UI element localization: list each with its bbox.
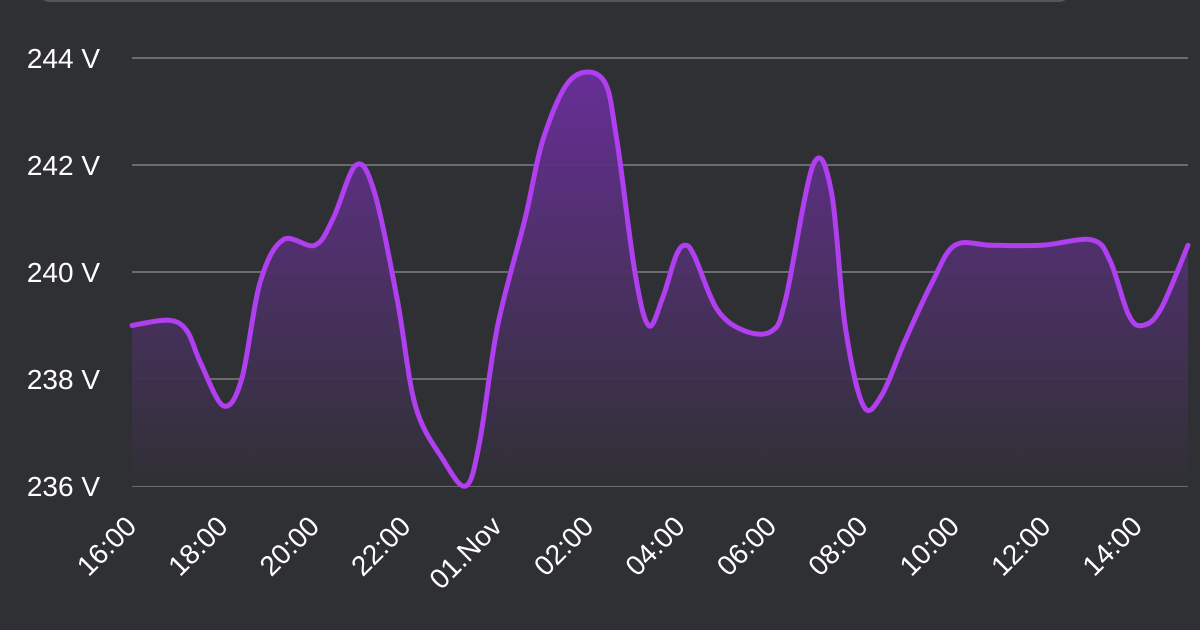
- series-area-fill: [132, 72, 1188, 487]
- y-axis-ticks: 244 V 242 V 240 V 238 V 236 V: [27, 43, 100, 502]
- y-tick-label: 238 V: [27, 364, 100, 395]
- x-tick-label: 18:00: [162, 510, 233, 581]
- series-area: [132, 72, 1188, 487]
- x-tick-label: 14:00: [1076, 510, 1147, 581]
- series-line-path: [129, 69, 1191, 489]
- y-tick-label: 242 V: [27, 150, 100, 181]
- y-tick-label: 240 V: [27, 257, 100, 288]
- y-tick-label: 236 V: [27, 471, 100, 502]
- x-tick-label: 12:00: [985, 510, 1056, 581]
- x-tick-label: 02:00: [528, 510, 599, 581]
- x-axis-ticks: 16:00 18:00 20:00 22:00 01.Nov 02:00 04:00 06:0…: [71, 510, 1148, 595]
- series-line: [129, 69, 1191, 489]
- x-tick-label: 08:00: [802, 510, 873, 581]
- x-tick-label: 10:00: [894, 510, 965, 581]
- x-tick-label: 04:00: [619, 510, 690, 581]
- search-field-edge[interactable]: [40, 0, 1068, 2]
- top-bar-decoration: [40, 0, 1068, 2]
- x-tick-label: 22:00: [345, 510, 416, 581]
- x-tick-label: 20:00: [254, 510, 325, 581]
- y-tick-label: 244 V: [27, 43, 100, 74]
- x-tick-label: 06:00: [711, 510, 782, 581]
- x-tick-label: 16:00: [71, 510, 142, 581]
- x-tick-label: 01.Nov: [423, 510, 508, 595]
